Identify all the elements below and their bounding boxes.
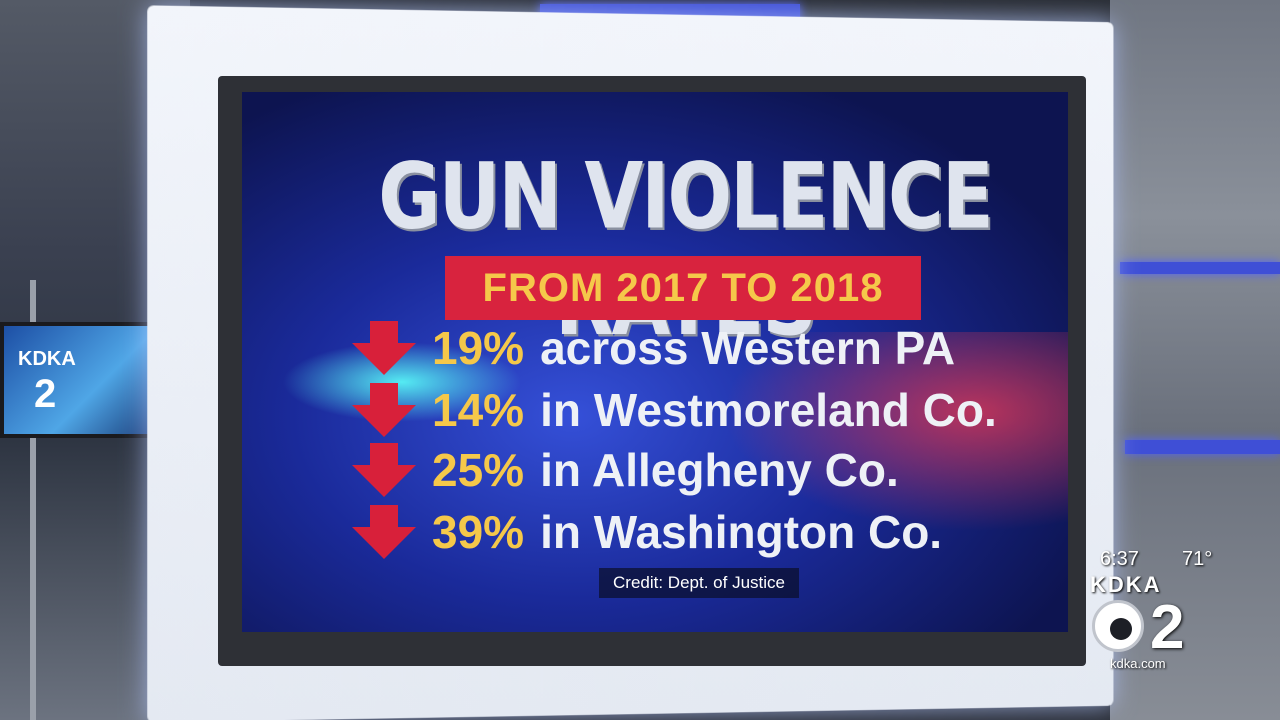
graphic-subtitle: FROM 2017 TO 2018 [445, 266, 921, 311]
graphic-screen: GUN VIOLENCE RATES FROM 2017 TO 2018 19%… [242, 92, 1068, 632]
stat-label: in Westmoreland Co. [540, 383, 997, 437]
down-arrow-icon [352, 321, 416, 375]
stat-row: 14% in Westmoreland Co. [352, 380, 997, 440]
stat-row: 25% in Allegheny Co. [352, 440, 899, 500]
stat-percent: 19% [432, 321, 524, 375]
studio-monitor-callsign: KDKA [18, 348, 76, 371]
stat-percent: 25% [432, 443, 524, 497]
stat-row: 39% in Washington Co. [352, 502, 942, 562]
stat-row: 19% across Western PA [352, 318, 955, 378]
studio-monitor-channel: 2 [34, 372, 56, 417]
credit-caption: Credit: Dept. of Justice [599, 568, 799, 598]
cbs-eye-icon [1092, 600, 1144, 652]
studio-monitor: KDKA 2 [0, 322, 158, 438]
subtitle-banner: FROM 2017 TO 2018 [445, 256, 921, 320]
stat-label: across Western PA [540, 321, 955, 375]
down-arrow-icon [352, 505, 416, 559]
down-arrow-icon [352, 383, 416, 437]
temperature-readout: 71° [1182, 548, 1212, 571]
studio-light-stripe [1125, 440, 1280, 454]
station-url: kdka.com [1110, 656, 1166, 671]
clock-readout: 6:37 [1100, 548, 1139, 571]
down-arrow-icon [352, 443, 416, 497]
station-bug: 6:37 71° KDKA 2 kdka.com [1080, 548, 1280, 678]
stat-percent: 39% [432, 505, 524, 559]
studio-light-stripe [1120, 262, 1280, 274]
stat-percent: 14% [432, 383, 524, 437]
stat-label: in Allegheny Co. [540, 443, 899, 497]
channel-number: 2 [1150, 592, 1184, 663]
stat-label: in Washington Co. [540, 505, 942, 559]
